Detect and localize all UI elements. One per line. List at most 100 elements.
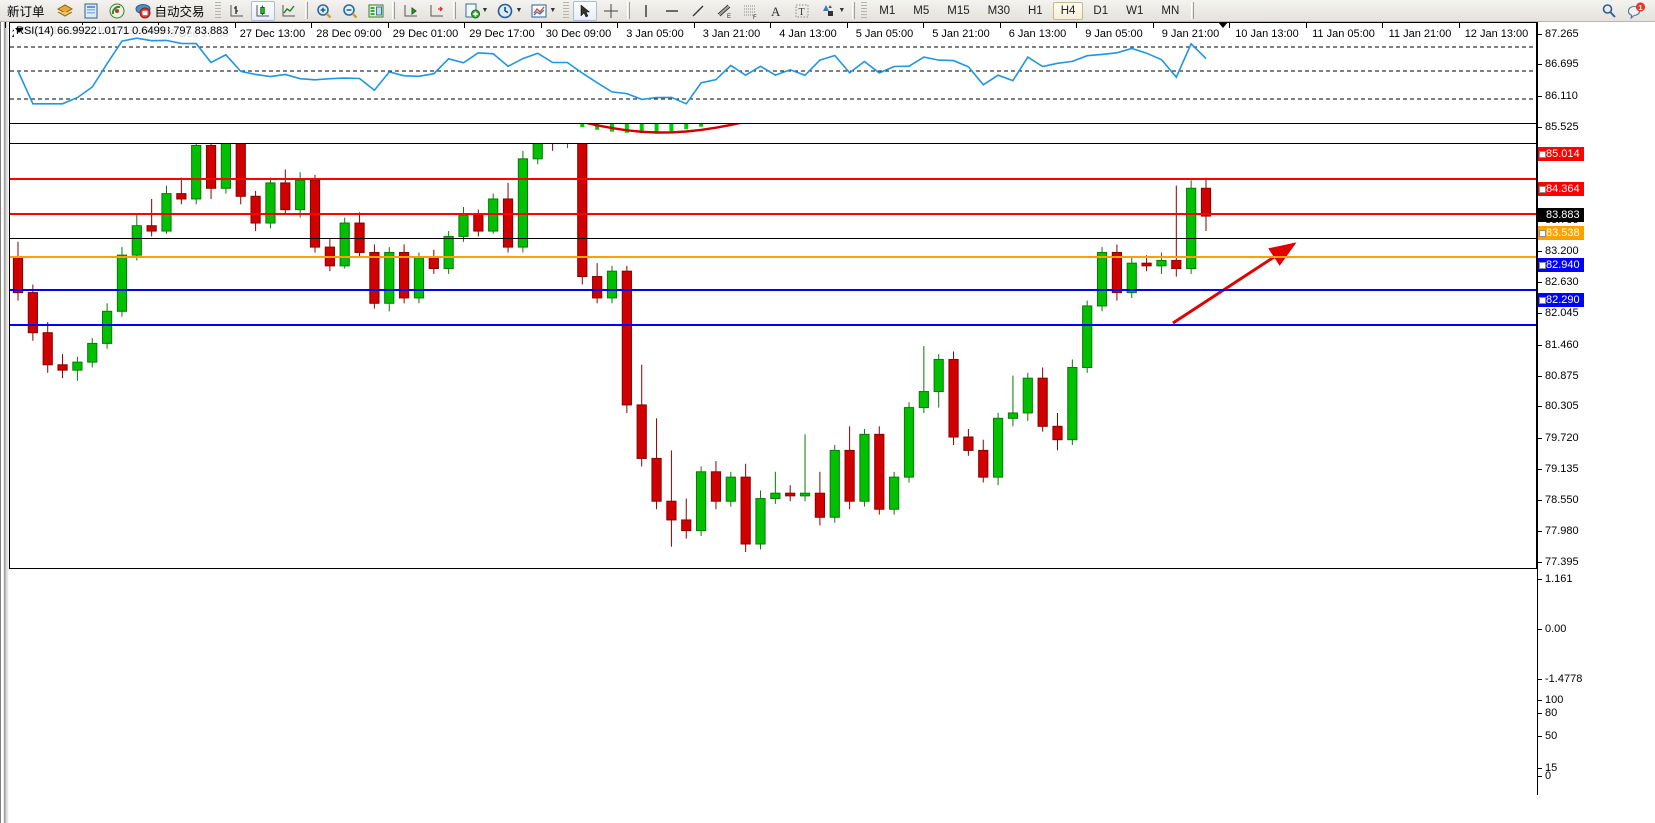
rsi-series	[10, 37, 1536, 105]
time-tick	[540, 22, 542, 28]
candlestick-chart-button[interactable]	[250, 0, 275, 21]
timeframe-h1[interactable]: H1	[1028, 4, 1043, 17]
rsi-indicator-pane[interactable]: RSI(14) 66.9922	[9, 22, 1537, 124]
vertical-line-button[interactable]	[634, 1, 658, 21]
chart-shift-toggle-button[interactable]	[425, 1, 449, 21]
templates-list-button[interactable]: ▼	[527, 1, 559, 21]
fibonacci-button[interactable]: F	[738, 1, 762, 21]
auto-trading-label: 自动交易	[154, 5, 205, 19]
timeframe-m5[interactable]: M5	[913, 4, 930, 17]
toolbar-separator-5	[852, 2, 856, 19]
period-button[interactable]: ▼	[493, 1, 525, 21]
equidistant-channel-button[interactable]: E	[712, 1, 736, 21]
toolbar-separator-6	[1191, 2, 1195, 19]
resistance-2-tag[interactable]: 85.014	[1538, 147, 1584, 162]
auto-scroll-icon	[402, 2, 420, 20]
support-level-82940[interactable]	[10, 289, 1536, 291]
chart-window-caret-icon[interactable]	[1218, 22, 1228, 28]
templates-caret-icon[interactable]: ▼	[549, 7, 557, 14]
time-axis-label: 9 Jan 05:00	[1085, 28, 1143, 40]
zoom-in-button[interactable]	[312, 1, 336, 21]
time-tick	[923, 22, 924, 28]
shapes-button[interactable]: ▼	[816, 1, 848, 21]
time-axis-label: 5 Jan 05:00	[855, 28, 914, 40]
alerts-badge-count: 1	[1638, 3, 1642, 12]
crosshair-button[interactable]	[599, 1, 623, 21]
indicators-caret-icon[interactable]: ▼	[481, 7, 489, 14]
timeframe-d1[interactable]: D1	[1093, 4, 1109, 17]
resistance-level-85014[interactable]	[10, 178, 1536, 180]
last-price-tag[interactable]: 83.883	[1538, 207, 1584, 222]
time-axis-label: 4 Jan 13:00	[779, 28, 837, 40]
time-tick	[311, 22, 312, 28]
toolbar-grip-1[interactable]	[214, 1, 221, 20]
timeframe-m30[interactable]: M30	[987, 4, 1010, 17]
horizontal-line-button[interactable]	[660, 1, 684, 21]
bar-chart-icon	[228, 2, 246, 20]
timeframe-m15[interactable]: M15	[947, 4, 970, 17]
indicators-button[interactable]: ▼	[460, 1, 492, 21]
toolbar-grip-2[interactable]	[563, 1, 570, 20]
line-chart-button[interactable]	[277, 1, 301, 21]
toolbar-separator-1	[304, 2, 308, 19]
data-window-button[interactable]	[79, 1, 103, 21]
indicators-icon	[463, 2, 481, 20]
zoom-out-button[interactable]	[338, 1, 362, 21]
text-button[interactable]: A	[764, 1, 788, 21]
line-chart-icon	[280, 2, 298, 20]
period-caret-icon[interactable]: ▼	[515, 7, 523, 14]
timeframe-w1[interactable]: W1	[1126, 4, 1144, 17]
time-tick	[1229, 22, 1230, 28]
timeframe-h4[interactable]: H4	[1052, 1, 1084, 20]
candlestick-chart-icon	[254, 2, 272, 20]
time-axis-label: 29 Dec 17:00	[469, 28, 535, 40]
chart-template-icon	[530, 2, 548, 20]
navigator-button[interactable]	[105, 1, 129, 21]
timeframe-m1[interactable]: M1	[879, 4, 896, 17]
resistance-1-tag[interactable]: 84.364	[1538, 182, 1584, 197]
cursor-button[interactable]	[573, 0, 598, 21]
templates-icon	[56, 2, 74, 20]
pivot-level-83538[interactable]	[10, 256, 1536, 258]
auto-trading-button[interactable]: 自动交易	[131, 1, 211, 21]
time-axis-label: 30 Dec 09:00	[545, 28, 612, 40]
support-1-tag[interactable]: 82.940	[1538, 258, 1584, 273]
zoom-in-icon	[315, 2, 333, 20]
time-axis-label: 5 Jan 21:00	[932, 28, 990, 40]
time-tick	[5, 22, 6, 28]
support-2-tag[interactable]: 82.290	[1538, 293, 1584, 308]
support-level-82290[interactable]	[10, 324, 1536, 326]
bar-chart-button[interactable]	[225, 1, 249, 21]
alerts-button[interactable]: 1	[1623, 1, 1647, 21]
timeframe-mn[interactable]: MN	[1161, 4, 1180, 17]
resistance-level-84364[interactable]	[10, 213, 1536, 215]
time-tick	[693, 22, 695, 28]
templates-button[interactable]	[53, 1, 77, 21]
chart-properties-caret-icon[interactable]	[15, 28, 23, 33]
trendline-icon	[689, 2, 707, 20]
toolbar-grip-3[interactable]	[861, 1, 868, 20]
time-tick	[1382, 22, 1383, 28]
text-label-button[interactable]: T	[790, 1, 814, 21]
new-order-button[interactable]: 新订单	[1, 1, 51, 21]
shapes-caret-icon[interactable]: ▼	[838, 7, 846, 14]
pivot-tag[interactable]: 83.538	[1538, 226, 1584, 241]
price-axis[interactable]: 87.26586.69586.11085.52584.94084.36483.7…	[1537, 22, 1655, 795]
time-tick	[464, 22, 465, 28]
time-tick	[1076, 22, 1077, 28]
shapes-icon	[819, 2, 837, 20]
toolbar-separator-2	[391, 2, 395, 19]
candlestick-series	[12, 43, 1212, 553]
main-toolbar: 新订单	[0, 0, 1655, 22]
chart-left-scroll-strip[interactable]	[1, 22, 9, 823]
vertical-line-icon	[637, 2, 655, 20]
time-axis-label: 10 Jan 13:00	[1235, 28, 1299, 40]
trendline-button[interactable]	[686, 1, 710, 21]
text-label-icon: T	[793, 2, 811, 20]
search-button[interactable]	[1597, 1, 1621, 21]
time-tick	[1305, 22, 1307, 28]
last-price-level	[10, 238, 1536, 239]
new-order-label: 新订单	[7, 5, 45, 19]
chart-shift-button[interactable]	[364, 1, 388, 21]
auto-scroll-button[interactable]	[399, 1, 423, 21]
